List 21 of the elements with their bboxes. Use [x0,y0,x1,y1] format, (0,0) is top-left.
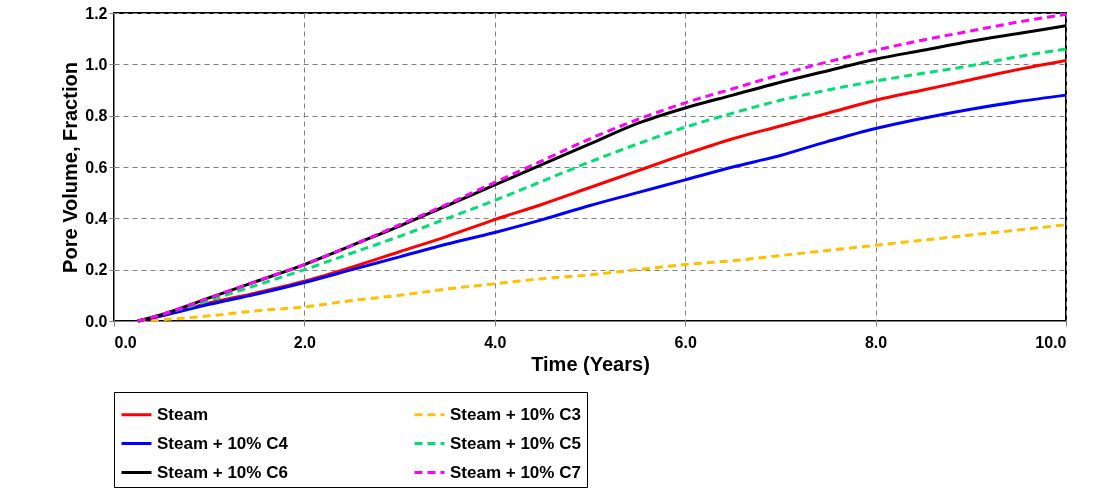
y-tick-label: 1.0 [85,55,108,73]
y-axis-title: Pore Volume, Fraction [59,62,82,273]
x-tick-label: 2.0 [293,333,317,351]
x-axis-title: Time (Years) [531,352,650,375]
legend-label: Steam + 10% C5 [450,433,581,453]
y-tick-label: 0.8 [85,107,108,125]
y-tick-label: 0.6 [85,158,108,176]
x-tick-label: 10.0 [1035,333,1067,351]
legend-label: Steam + 10% C7 [450,462,581,482]
y-tick-label: 0.0 [85,312,108,330]
legend-label: Steam + 10% C6 [157,462,288,482]
legend-label: Steam + 10% C3 [450,404,581,424]
legend-label: Steam + 10% C4 [157,433,289,453]
x-tick-label: 0.0 [114,333,137,351]
legend-label: Steam [157,404,209,424]
x-tick-label: 6.0 [674,333,697,351]
y-tick-label: 0.4 [85,209,108,227]
x-tick-label: 4.0 [484,333,507,351]
x-tick-label: 8.0 [864,333,888,351]
y-tick-label: 1.2 [85,4,108,22]
y-tick-label: 0.2 [85,261,108,279]
